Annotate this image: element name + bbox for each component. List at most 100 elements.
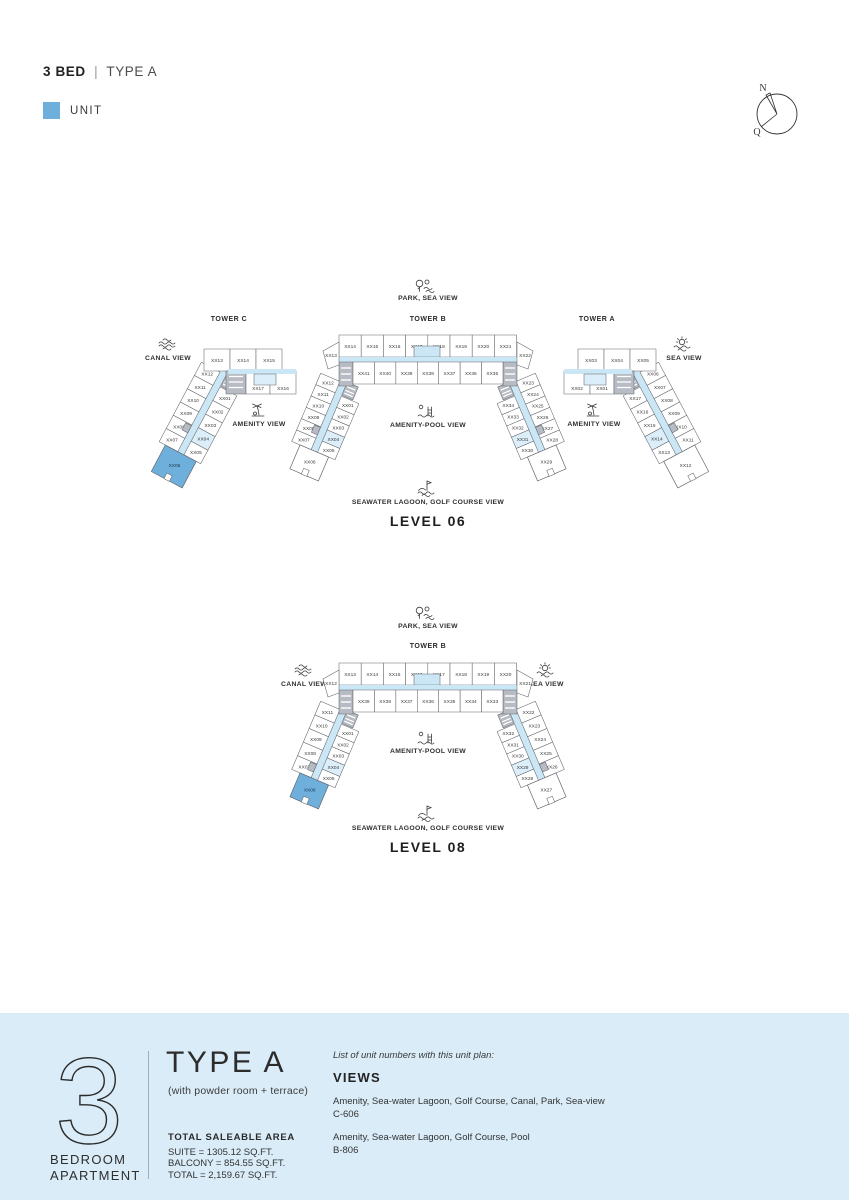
unit-label: XX15: [263, 358, 275, 364]
park-tree-icon: [415, 606, 435, 620]
corridor: [564, 369, 632, 374]
unit-label: XX25: [532, 403, 544, 409]
view-label: PARK, SEA VIEW: [398, 295, 458, 302]
compass-q-label: Q: [753, 127, 761, 138]
unit-label: XX05: [190, 450, 202, 456]
big-number-graphic: 3: [54, 1041, 123, 1166]
golf-lagoon-icon: [417, 480, 435, 497]
view-label: CANAL VIEW: [145, 355, 191, 362]
core-slot: [500, 386, 510, 391]
footer-divider: [148, 1051, 149, 1179]
unit-cell: [663, 444, 710, 489]
unit-cell: [291, 755, 318, 778]
pool-ladder-icon: [417, 731, 435, 745]
unit-label: XX23: [522, 381, 534, 387]
unit-label: XX08: [303, 426, 315, 432]
unit-label: XX16: [637, 409, 649, 415]
corridor: [177, 365, 230, 456]
view-label: AMENITY-POOL VIEW: [390, 422, 466, 429]
tower-label: TOWER B: [410, 643, 446, 650]
view-label: AMENITY-POOL VIEW: [390, 748, 466, 755]
view-label: SEAWATER LAGOON, GOLF COURSE VIEW: [352, 499, 504, 506]
stair-box: [311, 424, 321, 436]
unit-label: XX31: [517, 437, 529, 443]
unit-legend-swatch: [43, 102, 60, 119]
unit-legend: UNIT: [43, 102, 102, 119]
type-subtitle: (with powder room + terrace): [168, 1085, 309, 1097]
unit-label: XX11: [682, 438, 694, 444]
unit-cell: [158, 428, 186, 452]
unit-label: XX25: [540, 751, 552, 757]
unit-label: XX16: [277, 386, 289, 392]
view-group: Amenity, Sea-water Lagoon, Golf Course, …: [333, 1132, 605, 1157]
unit-cell: [253, 373, 277, 386]
stair-box: [307, 761, 317, 773]
unit-label: XX02: [571, 386, 583, 392]
unit-label: XX38: [379, 699, 391, 705]
unit-label: XX33: [507, 414, 519, 420]
unit-label: XX41: [358, 371, 370, 377]
type-title: TYPE A: [166, 1046, 287, 1079]
unit-cell: [674, 428, 702, 452]
unit-label: XX36: [465, 371, 477, 377]
stair-box: [668, 422, 679, 434]
views-intro: List of unit numbers with this unit plan…: [333, 1050, 495, 1061]
level-title: LEVEL 06: [390, 513, 466, 529]
unit-label: XX09: [180, 411, 192, 417]
core-slot: [344, 392, 353, 398]
unit-label: XX01: [342, 731, 354, 737]
canal-waves-icon: [294, 664, 312, 677]
unit-label: XX26: [537, 415, 549, 421]
unit-label: XX16: [389, 344, 401, 350]
unit-label: XX19: [477, 672, 489, 678]
unit-label: XX03: [332, 426, 344, 432]
unit-label: XX40: [379, 371, 391, 377]
unit-cell: [317, 768, 341, 789]
unit-label: XX24: [534, 737, 546, 743]
pool-ladder-icon: [417, 404, 435, 418]
terrace-notch: [300, 467, 310, 477]
stair-core: [497, 710, 515, 729]
view-list: Amenity, Sea-water Lagoon, Golf Course, …: [333, 1096, 605, 1107]
bedroom-apartment-label: BEDROOM APARTMENT: [50, 1152, 141, 1184]
unit-cell: [481, 361, 504, 385]
unit-label: XX11: [317, 392, 329, 398]
view-label: PARK, SEA VIEW: [398, 623, 458, 630]
unit-label: XX04: [197, 437, 209, 443]
unit-label: XX04: [328, 765, 340, 771]
tower-label: TOWER C: [211, 316, 247, 323]
unit-label: XX14: [237, 358, 249, 364]
unit-label: XX15: [389, 672, 401, 678]
unit-label: XX38: [422, 371, 434, 377]
apartment-line: APARTMENT: [50, 1168, 141, 1183]
unit-label: XX13: [344, 672, 356, 678]
unit-cell: [629, 348, 657, 372]
title-bed-count: 3 BED: [43, 64, 86, 79]
corridor: [310, 703, 350, 782]
unit-label: XX15: [644, 423, 656, 429]
unit-label: XX10: [316, 724, 328, 730]
unit-cell: [515, 768, 539, 789]
unit-label: XX12: [322, 381, 334, 387]
unit-label: XX35: [486, 371, 498, 377]
unit-label: XX05: [637, 358, 649, 364]
area-balcony: BALCONY = 854.55 SQ.FT.: [168, 1158, 286, 1169]
unit-label: XX10: [187, 398, 199, 404]
unit-label: XX06: [169, 463, 181, 469]
unit-label: XX02: [337, 742, 349, 748]
unit-cell: [527, 772, 567, 810]
page-title: 3 BED | TYPE A: [43, 64, 157, 79]
unit-label: XX12: [325, 681, 337, 687]
highlighted-unit: [150, 444, 197, 489]
title-separator: |: [94, 64, 99, 79]
unit-label: XX20: [477, 344, 489, 350]
unit-cell: [413, 345, 441, 358]
unit-label: XX07: [166, 438, 178, 444]
unit-label: XX06: [304, 787, 316, 793]
unit-label: XX07: [298, 764, 310, 770]
amenity-person-icon: [251, 403, 265, 417]
area-suite: SUITE = 1305.12 SQ.FT.: [168, 1146, 274, 1158]
unit-label: XX14: [344, 344, 356, 350]
unit-label: XX11: [194, 385, 206, 391]
